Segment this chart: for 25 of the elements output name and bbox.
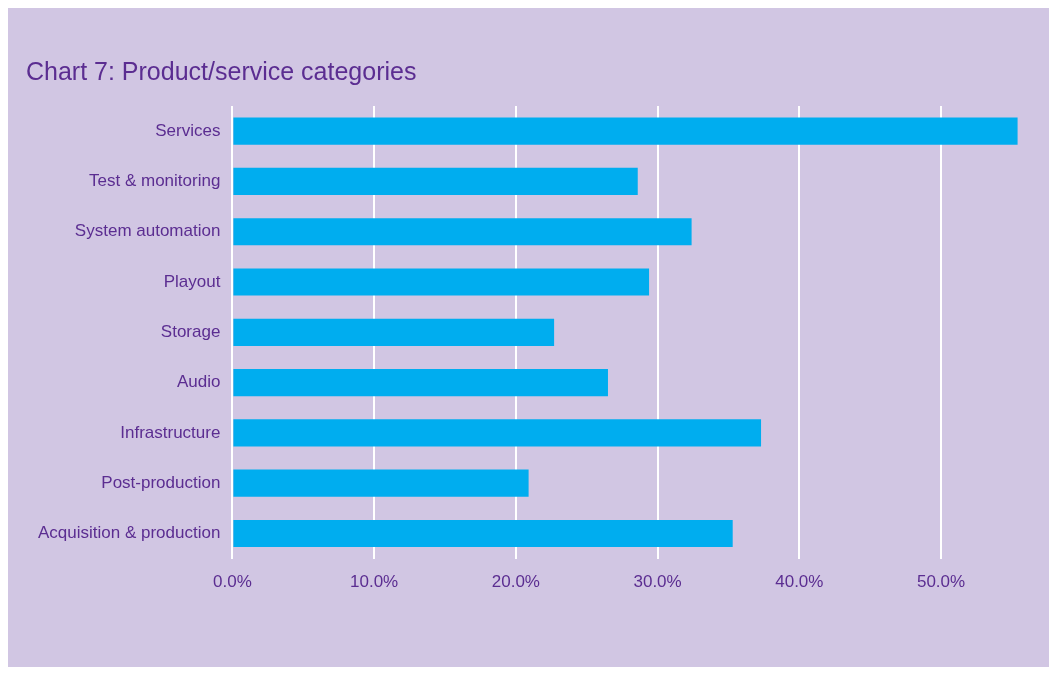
y-tick-label: System automation [74,221,221,241]
x-tick-label: 10.0% [350,572,399,592]
x-tick-label: 20.0% [491,572,540,592]
bar [233,167,638,196]
y-tick-label: Acquisition & production [37,523,221,543]
y-tick-label: Services [155,120,221,140]
y-tick-label: Test & monitoring [89,171,221,191]
x-tick-label: 0.0% [213,572,252,592]
y-tick-label: Infrastructure [120,422,221,442]
y-tick-label: Storage [160,321,221,341]
x-tick-label: 40.0% [775,572,824,592]
bar [233,117,1018,145]
bar [233,318,555,346]
y-tick-label: Post-production [101,472,221,492]
bar [233,369,608,397]
bar [233,218,692,246]
x-tick-label: 30.0% [633,572,682,592]
y-tick-label: Audio [176,372,221,392]
bar [233,519,733,548]
x-tick-label: 50.0% [916,572,966,592]
bar [233,268,650,296]
chart-title: Chart 7: Product/service categories [26,56,417,85]
bar [233,469,529,497]
bar [233,419,762,447]
y-tick-label: Playout [163,271,221,291]
